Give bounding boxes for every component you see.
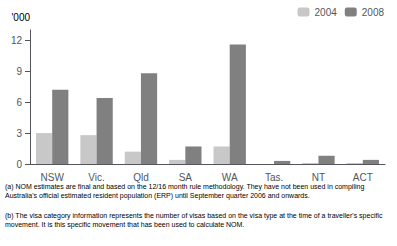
svg-text:Tas.: Tas.: [265, 172, 283, 183]
svg-text:(b) The visa category informat: (b) The visa category information repres…: [5, 212, 384, 220]
svg-text:0: 0: [16, 159, 22, 170]
svg-text:WA: WA: [222, 172, 238, 183]
svg-text:2008: 2008: [362, 7, 385, 18]
svg-text:12: 12: [11, 35, 23, 46]
svg-text:movement. It is this specific: movement. It is this specific movement t…: [5, 221, 244, 229]
svg-text:3: 3: [16, 128, 22, 139]
svg-text:Qld: Qld: [133, 172, 149, 183]
svg-text:Australia's official estimated: Australia's official estimated resident …: [5, 192, 310, 200]
svg-text:NT: NT: [312, 172, 325, 183]
svg-text:'000: '000: [11, 12, 30, 23]
svg-text:SA: SA: [179, 172, 193, 183]
svg-text:(a) NOM estimates are final an: (a) NOM estimates are final and based on…: [5, 183, 366, 191]
svg-text:NSW: NSW: [41, 172, 65, 183]
svg-text:2004: 2004: [315, 7, 338, 18]
svg-text:Vic.: Vic.: [88, 172, 105, 183]
svg-text:6: 6: [16, 97, 22, 108]
svg-text:ACT: ACT: [353, 172, 373, 183]
svg-text:9: 9: [16, 66, 22, 77]
